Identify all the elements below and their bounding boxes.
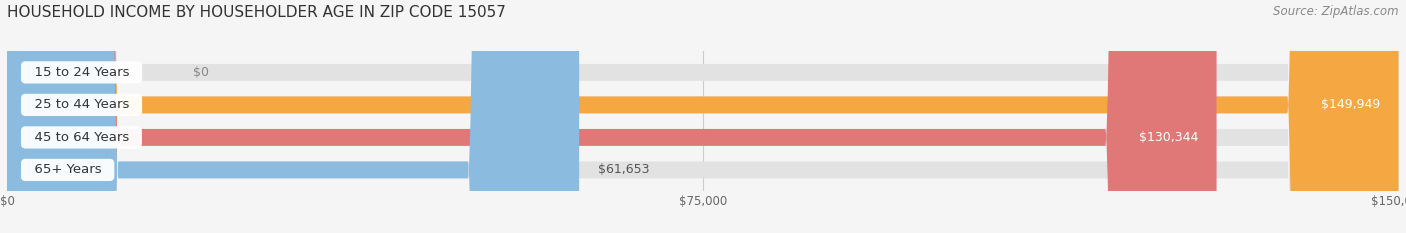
FancyBboxPatch shape [7, 0, 579, 233]
Text: 15 to 24 Years: 15 to 24 Years [25, 66, 138, 79]
Text: HOUSEHOLD INCOME BY HOUSEHOLDER AGE IN ZIP CODE 15057: HOUSEHOLD INCOME BY HOUSEHOLDER AGE IN Z… [7, 5, 506, 20]
FancyBboxPatch shape [7, 0, 1399, 233]
Text: $149,949: $149,949 [1320, 98, 1379, 111]
FancyBboxPatch shape [7, 0, 1399, 233]
Text: 65+ Years: 65+ Years [25, 163, 110, 176]
FancyBboxPatch shape [7, 0, 1399, 233]
FancyBboxPatch shape [7, 0, 1399, 233]
Text: $61,653: $61,653 [598, 163, 650, 176]
Text: $130,344: $130,344 [1139, 131, 1198, 144]
Text: 25 to 44 Years: 25 to 44 Years [25, 98, 138, 111]
Text: $0: $0 [193, 66, 208, 79]
FancyBboxPatch shape [7, 0, 1399, 233]
FancyBboxPatch shape [7, 0, 1216, 233]
Text: 45 to 64 Years: 45 to 64 Years [25, 131, 138, 144]
Text: Source: ZipAtlas.com: Source: ZipAtlas.com [1274, 5, 1399, 18]
